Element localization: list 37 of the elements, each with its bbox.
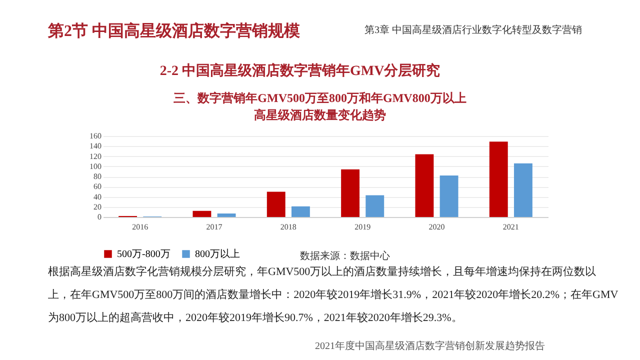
x-tick-label: 2021 xyxy=(502,222,519,232)
y-tick-label: 100 xyxy=(90,162,102,171)
legend-label: 500万-800万 xyxy=(117,249,170,260)
y-tick-label: 40 xyxy=(94,192,102,202)
x-tick-label: 2017 xyxy=(206,222,222,232)
chart-title: 三、数字营销年GMV500万至800万和年GMV800万以上 xyxy=(174,91,466,105)
source-note: 数据来源：数据中心 xyxy=(300,250,390,262)
y-tick-label: 0 xyxy=(98,212,102,222)
bar xyxy=(291,206,310,217)
y-tick-label: 120 xyxy=(90,152,102,161)
text: 2021年度中国高星级酒店数字营销创新发展趋势报告 xyxy=(315,340,545,352)
bar xyxy=(514,163,532,217)
x-tick-label: 2018 xyxy=(280,222,296,232)
text: 第2节 中国高星级酒店数字营销规模 xyxy=(47,21,300,40)
y-tick-label: 60 xyxy=(94,182,102,192)
bar xyxy=(440,175,458,217)
legend-label: 800万以上 xyxy=(195,248,240,260)
text: 根据高星级酒店数字化营销规模分层研究，年GMV500万以上的酒店数量持续增长，且每年增速均保持在两位数以 xyxy=(48,265,596,278)
chart-subtitle: 高星级酒店数量变化趋势 xyxy=(254,108,386,122)
bar xyxy=(341,169,360,217)
bar xyxy=(415,154,434,217)
text: 为800万以上的超高营收中，2020年较2019年增长90.7%，2021年较2020年增长29.3%。 xyxy=(48,311,462,324)
y-tick-label: 160 xyxy=(90,132,102,140)
bar xyxy=(192,210,212,217)
bar xyxy=(266,192,286,217)
bar xyxy=(366,195,384,217)
text: 上，在年GMV500万至800万间的酒店数量增长中：2020年较2019年增长31.9%，2021年较2020年增长20.2%；在年GMV xyxy=(48,288,618,301)
y-tick-label: 80 xyxy=(94,172,102,181)
x-tick-label: 2016 xyxy=(132,222,148,232)
y-tick-label: 140 xyxy=(90,142,102,151)
x-tick-label: 2020 xyxy=(428,222,445,232)
x-tick-label: 2019 xyxy=(354,222,371,232)
bar xyxy=(489,142,508,217)
text: 第3章 中国高星级酒店行业数字化转型及数字营销 xyxy=(364,24,582,36)
bar xyxy=(217,213,236,217)
y-tick-label: 20 xyxy=(94,202,102,212)
text: 2-2 中国高星级酒店数字营销年GMV分层研究 xyxy=(160,62,440,79)
